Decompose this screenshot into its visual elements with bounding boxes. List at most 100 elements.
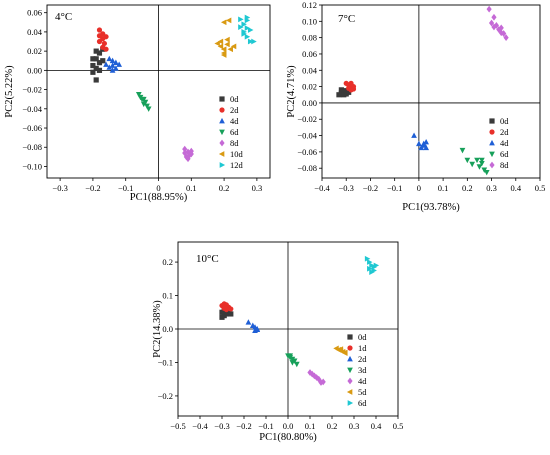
legend-marker xyxy=(219,129,225,136)
data-point xyxy=(244,14,251,21)
legend-label: 6d xyxy=(358,398,367,408)
data-point xyxy=(418,144,425,151)
y-tick-label: 0.1 xyxy=(162,291,173,301)
data-point xyxy=(220,19,227,26)
y-tick-label: 0.04 xyxy=(302,65,318,75)
legend-marker xyxy=(219,162,226,168)
x-axis-label: PC1(88.95%) xyxy=(130,192,188,203)
data-point xyxy=(493,22,499,29)
x-tick-label: 0.4 xyxy=(510,183,521,193)
legend-marker xyxy=(346,389,353,395)
data-point xyxy=(244,33,251,40)
y-tick-label: 0.12 xyxy=(302,0,317,10)
panel-title: 7°C xyxy=(338,13,355,25)
data-point xyxy=(228,306,234,312)
data-point xyxy=(373,262,380,269)
panel-1: −0.3 −0.2 −0.1 0 0.1 0.2 0.3−0.10−0.08−0.06−0.… xyxy=(4,4,271,203)
y-tick-label: 0.08 xyxy=(302,33,317,43)
x-tick-label: −0.4 xyxy=(314,183,330,193)
data-point xyxy=(498,24,504,32)
y-tick-label: 0.02 xyxy=(27,46,42,56)
x-tick-label: −0.1 xyxy=(258,421,273,431)
y-tick-label: −0.04 xyxy=(22,104,42,114)
legend-marker xyxy=(219,139,225,147)
data-point xyxy=(220,52,227,58)
series-6d xyxy=(364,255,380,275)
x-tick-label: −0.3 xyxy=(339,183,354,193)
data-point xyxy=(185,155,191,163)
legend-label: 4d xyxy=(230,116,239,126)
series-4d xyxy=(103,55,123,73)
data-point xyxy=(227,46,233,53)
legend-marker xyxy=(347,377,353,385)
data-point xyxy=(144,103,150,110)
y-tick-label: 0.10 xyxy=(302,16,317,26)
data-point xyxy=(113,59,119,66)
data-point xyxy=(486,5,492,13)
data-point xyxy=(254,326,261,333)
data-point xyxy=(214,40,220,47)
series-8d xyxy=(182,145,194,163)
legend-marker xyxy=(347,367,353,374)
x-tick-label: 0.2 xyxy=(462,183,473,193)
y-tick-label: 0.00 xyxy=(27,65,42,75)
data-point xyxy=(416,140,422,147)
x-tick-label: 0.1 xyxy=(305,421,316,431)
legend-marker xyxy=(347,345,353,351)
data-point xyxy=(371,267,377,274)
data-point xyxy=(109,62,116,68)
series-2d xyxy=(343,80,357,93)
series-5d xyxy=(333,345,348,356)
legend-marker xyxy=(347,355,353,362)
data-point xyxy=(113,65,119,71)
legend-marker xyxy=(347,334,353,340)
data-point xyxy=(230,43,237,50)
x-tick-label: 0.5 xyxy=(535,183,546,193)
data-point xyxy=(338,87,344,93)
data-point xyxy=(140,96,147,103)
data-point xyxy=(293,361,300,368)
legend-marker xyxy=(347,400,354,406)
data-point xyxy=(238,24,244,30)
x-tick-label: 0.3 xyxy=(349,421,360,431)
data-point xyxy=(224,41,230,48)
data-point xyxy=(498,29,504,37)
data-point xyxy=(96,33,103,39)
data-point xyxy=(367,265,373,272)
series-3d xyxy=(285,353,300,368)
data-point xyxy=(314,374,320,381)
x-tick-label: −0.5 xyxy=(170,421,185,431)
x-tick-label: −0.2 xyxy=(85,183,100,193)
data-point xyxy=(474,157,480,164)
data-point xyxy=(96,38,103,45)
legend-label: 2d xyxy=(500,127,509,137)
data-point xyxy=(464,157,471,164)
legend-label: 6d xyxy=(500,149,509,159)
legend-marker xyxy=(489,118,495,124)
data-point xyxy=(244,25,251,31)
x-axis-label: PC1(80.80%) xyxy=(259,432,317,443)
x-tick-label: −0.3 xyxy=(214,421,229,431)
plot-frame xyxy=(321,4,541,179)
data-point xyxy=(135,92,142,98)
data-point xyxy=(503,34,509,42)
series-0d xyxy=(90,46,106,83)
legend-label: 8d xyxy=(230,138,239,148)
x-tick-label: 0.1 xyxy=(438,183,449,193)
data-point xyxy=(247,27,254,33)
data-point xyxy=(491,13,497,21)
y-tick-label: 0.00 xyxy=(302,98,317,108)
x-tick-label: 0 xyxy=(417,183,421,193)
y-tick-label: −0.08 xyxy=(22,142,42,152)
legend-marker xyxy=(218,151,225,157)
x-tick-label: −0.2 xyxy=(363,183,378,193)
data-point xyxy=(420,140,427,147)
x-tick-label: 0.4 xyxy=(371,421,382,431)
data-point xyxy=(137,94,144,101)
legend-marker xyxy=(219,107,225,113)
data-point xyxy=(90,56,96,62)
panel-title: 4°C xyxy=(55,11,72,23)
data-point xyxy=(228,311,234,317)
data-point xyxy=(90,62,96,69)
